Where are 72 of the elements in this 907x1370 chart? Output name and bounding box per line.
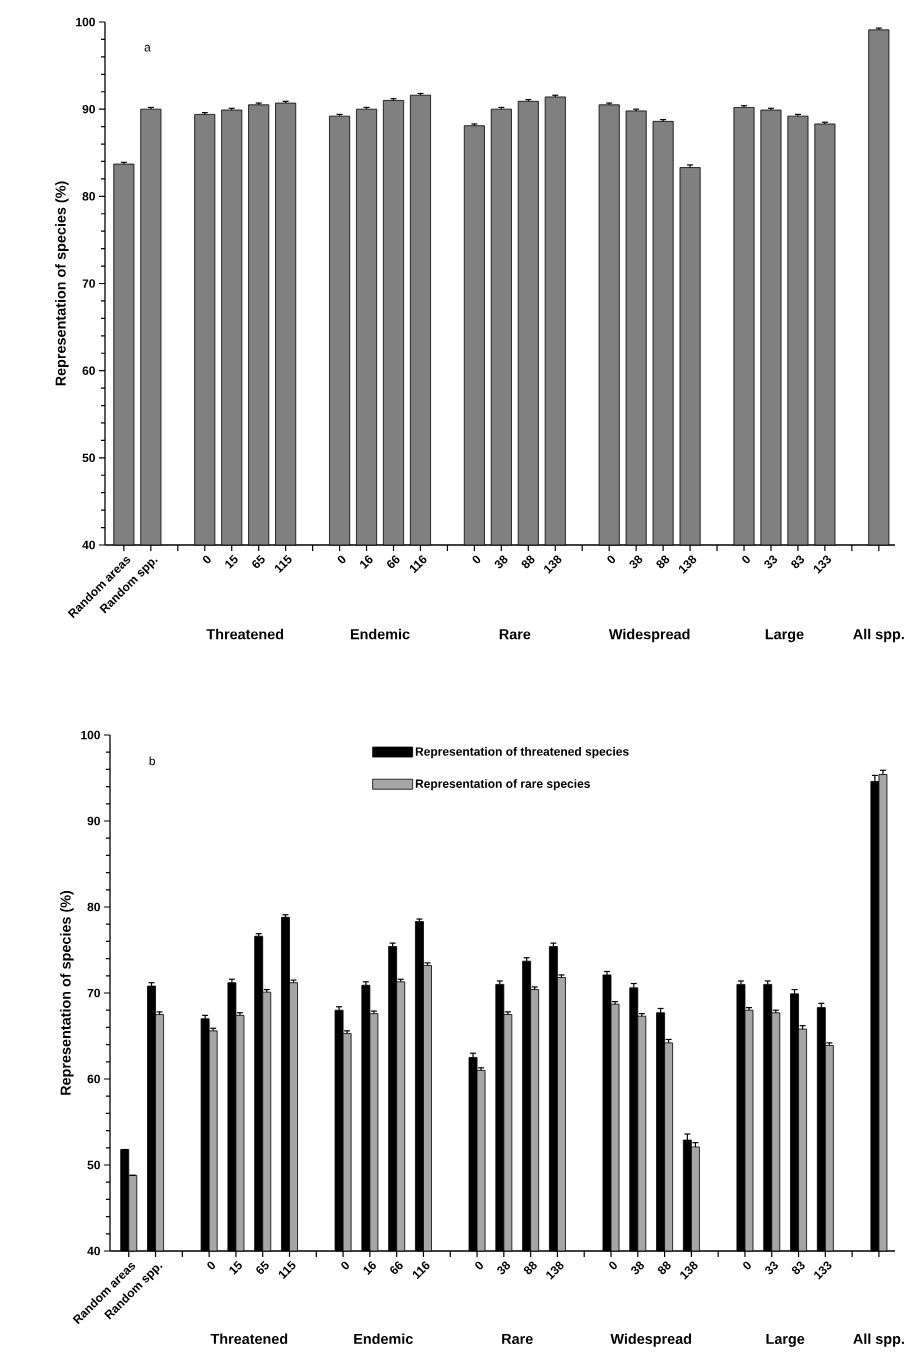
x-tick-label: 0 (202, 555, 211, 564)
y-tick-label: 80 (87, 902, 100, 912)
annotation: a (144, 44, 151, 52)
x-tick-label: 65 (256, 1260, 269, 1274)
y-tick-label: 60 (82, 366, 95, 375)
text: Widespread (610, 1333, 691, 1347)
text: Large (765, 629, 804, 643)
x-tick-label: 83 (791, 1261, 805, 1275)
x-tick-label: 83 (791, 555, 805, 569)
text: Endemic (354, 1333, 413, 1345)
x-tick-label: 0 (743, 1261, 751, 1270)
text: Rare (502, 1333, 533, 1345)
x-tick-label: 33 (765, 1261, 778, 1275)
x-tick-label: 66 (387, 555, 400, 568)
x-tick-label: 0 (609, 1261, 617, 1270)
x-tick-label: 15 (229, 1260, 242, 1275)
x-tick-label: 0 (341, 1261, 349, 1270)
text: Rare (499, 629, 531, 640)
text: All spp. (853, 628, 904, 643)
x-tick-label: 138 (680, 1261, 698, 1280)
x-tick-label: 116 (409, 555, 427, 574)
legend-label: Representation of threatened species (415, 746, 629, 759)
text: All spp. (853, 1333, 904, 1347)
y-axis-title: Representation of species (%) (60, 890, 74, 1095)
text: Threatened (206, 628, 284, 640)
y-tick-label: 50 (82, 453, 95, 463)
x-tick-label: 88 (657, 1261, 671, 1275)
x-tick-label: 138 (544, 555, 562, 574)
y-tick-label: 40 (87, 1246, 100, 1256)
x-tick-label: 133 (813, 555, 832, 574)
x-tick-label: 0 (607, 555, 616, 564)
y-tick-label: 80 (82, 192, 95, 201)
y-axis-title: Representation of species (%) (55, 181, 69, 386)
x-tick-label: 0 (475, 1261, 483, 1270)
x-tick-label: 133 (814, 1261, 832, 1280)
y-tick-label: 60 (87, 1074, 100, 1084)
x-tick-label: 88 (656, 555, 670, 569)
x-tick-label: 38 (494, 555, 508, 569)
y-tick-label: 70 (87, 988, 100, 998)
x-tick-label: 38 (497, 1261, 511, 1275)
x-tick-label: 0 (742, 555, 750, 564)
x-tick-label: 65 (252, 554, 265, 568)
y-tick-label: 90 (87, 816, 100, 826)
x-tick-label: 66 (390, 1261, 403, 1274)
x-tick-label: 38 (629, 555, 643, 569)
x-tick-label: 16 (363, 1261, 376, 1275)
x-tick-label: 115 (274, 554, 292, 574)
x-tick-label: 138 (678, 555, 697, 574)
x-tick-label: 0 (207, 1261, 215, 1270)
x-tick-label: 88 (521, 555, 535, 569)
x-tick-label: 38 (631, 1261, 644, 1275)
y-tick-label: 100 (76, 17, 95, 27)
legend-label: Representation of rare species (415, 779, 590, 791)
x-tick-label: 115 (278, 1260, 296, 1280)
annotation: b (149, 756, 156, 766)
x-tick-label: 88 (523, 1261, 537, 1275)
text: Endemic (350, 628, 410, 640)
text: Threatened (210, 1333, 288, 1345)
x-tick-label: 16 (360, 555, 373, 569)
text: Widespread (608, 628, 690, 643)
x-tick-label: 33 (764, 555, 778, 569)
y-tick-label: 70 (82, 279, 95, 288)
x-tick-label: 15 (225, 554, 238, 569)
text: Large (766, 1333, 805, 1347)
y-tick-label: 40 (82, 540, 95, 550)
x-tick-label: 138 (546, 1261, 564, 1280)
x-tick-label: 0 (472, 555, 481, 564)
y-tick-label: 100 (81, 730, 100, 740)
y-tick-label: 50 (87, 1160, 100, 1170)
x-tick-label: 0 (337, 555, 346, 564)
x-tick-label: 116 (412, 1261, 430, 1280)
y-tick-label: 90 (82, 104, 95, 114)
